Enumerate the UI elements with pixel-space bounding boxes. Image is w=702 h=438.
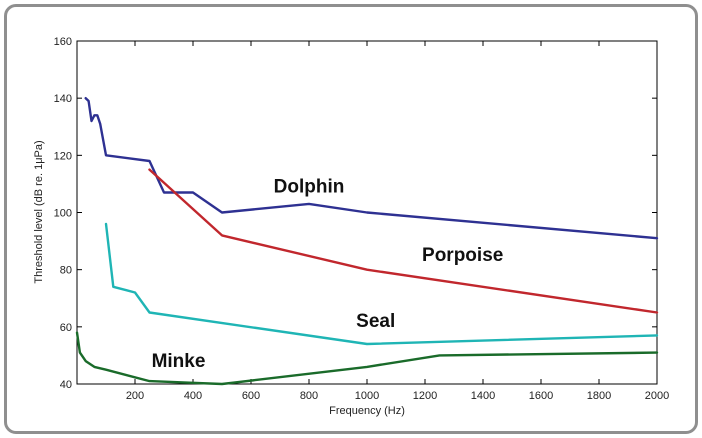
x-tick-label: 200	[126, 390, 144, 402]
series-line-minke	[75, 331, 659, 386]
x-tick-label: 1600	[529, 390, 553, 402]
y-tick-label: 80	[60, 265, 72, 277]
y-tick-label: 60	[60, 322, 72, 334]
x-tick-label: 2000	[645, 390, 669, 402]
series-line-porpoise	[148, 168, 659, 314]
axis-ticks: 200 400 600 800 1000 1200 1400 1600 1800 2000 40 60…	[54, 36, 670, 402]
y-tick-label: 40	[60, 379, 72, 391]
series-label-minke: Minke	[152, 351, 206, 372]
y-tick-label: 120	[54, 150, 72, 162]
x-tick-label: 1000	[355, 390, 379, 402]
series-labels: Dolphin Porpoise Seal Minke	[152, 176, 504, 371]
y-tick-label: 160	[54, 36, 72, 48]
y-tick-label: 140	[54, 93, 72, 105]
series-line-dolphin	[84, 96, 659, 240]
x-tick-label: 1400	[471, 390, 495, 402]
series-lines	[75, 96, 659, 386]
series-label-porpoise: Porpoise	[422, 245, 503, 266]
x-tick-label: 1800	[587, 390, 611, 402]
x-axis-title: Frequency (Hz)	[329, 405, 405, 417]
series-line-seal	[104, 222, 659, 346]
x-tick-label: 800	[300, 390, 318, 402]
series-label-dolphin: Dolphin	[274, 176, 345, 197]
y-tick-label: 100	[54, 208, 72, 220]
x-tick-label: 1200	[413, 390, 437, 402]
series-label-seal: Seal	[356, 311, 395, 332]
y-axis-title: Threshold level (dB re. 1μPa)	[33, 140, 45, 283]
x-tick-label: 400	[184, 390, 202, 402]
x-tick-label: 600	[242, 390, 260, 402]
